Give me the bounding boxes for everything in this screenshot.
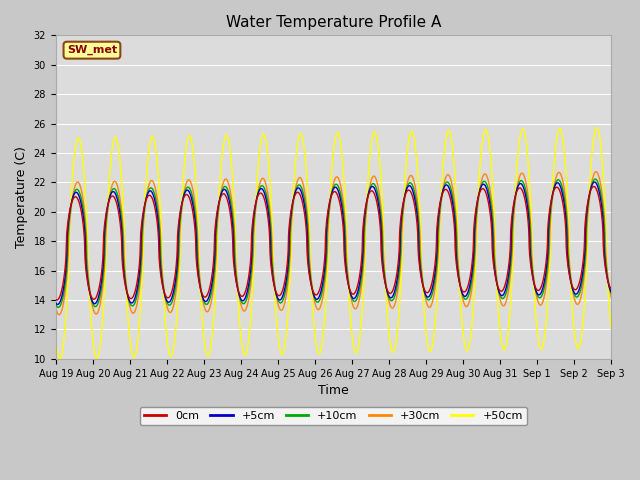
Y-axis label: Temperature (C): Temperature (C) [15,146,28,248]
X-axis label: Time: Time [318,384,349,397]
Title: Water Temperature Profile A: Water Temperature Profile A [226,15,441,30]
Text: SW_met: SW_met [67,45,117,55]
Legend: 0cm, +5cm, +10cm, +30cm, +50cm: 0cm, +5cm, +10cm, +30cm, +50cm [140,407,527,425]
